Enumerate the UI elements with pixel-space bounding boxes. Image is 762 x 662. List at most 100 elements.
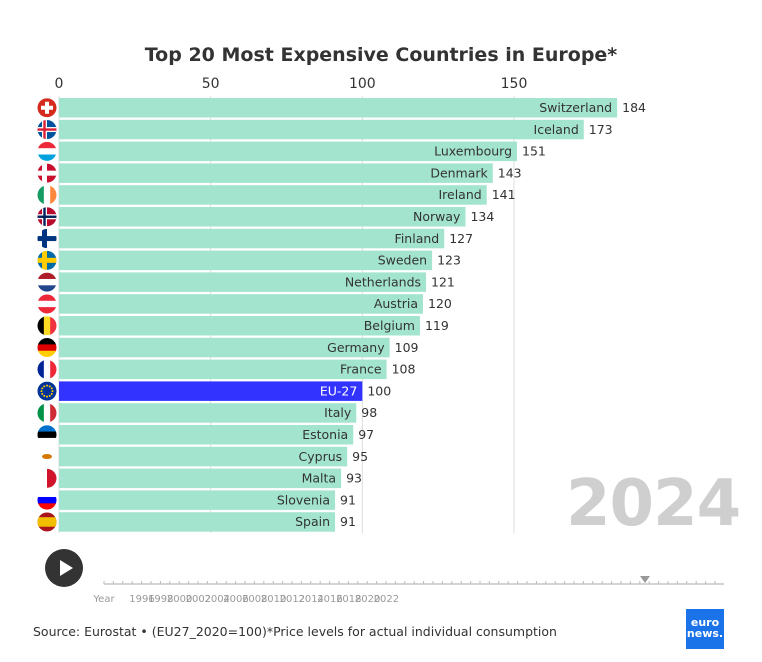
bar-label: Denmark: [430, 165, 488, 180]
year-label: 2024: [566, 467, 741, 541]
bar-label: Switzerland: [539, 100, 612, 115]
flag-icon: [37, 338, 57, 358]
flag-icon: [37, 207, 57, 227]
timeline-tick-label[interactable]: 2012: [280, 594, 305, 605]
bar: [59, 98, 618, 118]
value-label: 91: [340, 514, 356, 529]
timeline-marker[interactable]: [640, 576, 650, 583]
flag-icon: [37, 468, 57, 488]
x-tick-label: 0: [55, 76, 64, 92]
bar-label: Germany: [327, 340, 385, 355]
timeline-tick-label[interactable]: 2020: [355, 594, 380, 605]
bar-label: Austria: [374, 296, 418, 311]
timeline-tick-label[interactable]: 2002: [186, 594, 211, 605]
value-label: 93: [346, 471, 362, 486]
timeline-tick-label[interactable]: 2006: [223, 594, 248, 605]
bar-label: Iceland: [534, 122, 579, 137]
bar: [59, 250, 433, 271]
bar: [59, 119, 584, 140]
x-tick-label: 50: [202, 76, 220, 92]
value-label: 109: [395, 340, 419, 355]
x-tick-label: 150: [501, 76, 528, 92]
bar: [59, 490, 336, 510]
timeline-tick-label[interactable]: 2016: [317, 594, 342, 605]
value-label: 143: [498, 165, 522, 180]
bar: [59, 228, 445, 249]
bar: [59, 272, 427, 292]
bar: [59, 294, 423, 314]
value-label: 91: [340, 492, 356, 507]
flag-icon: [37, 403, 57, 423]
value-label: 127: [449, 231, 473, 246]
timeline-tick-label[interactable]: 2004: [204, 594, 229, 605]
bar: [59, 425, 354, 445]
timeline-tick-label[interactable]: 2014: [298, 594, 323, 605]
bar: [59, 403, 357, 423]
timeline-tick-label[interactable]: 2018: [336, 594, 361, 605]
bar: [59, 207, 466, 227]
bar-label: Norway: [413, 209, 461, 224]
bar: [59, 316, 420, 336]
bar-label: Estonia: [302, 427, 348, 442]
value-label: 134: [470, 209, 494, 224]
bar-label: Slovenia: [277, 492, 330, 507]
bar-label: Spain: [295, 514, 330, 529]
flag-icon: [37, 98, 57, 118]
bar-label: Cyprus: [299, 449, 343, 464]
flag-icon: [37, 425, 57, 445]
flag-icon: [37, 381, 57, 401]
value-label: 108: [392, 362, 416, 377]
euronews-logo: euro news.: [686, 609, 724, 649]
flag-icon: [37, 141, 57, 161]
timeline-label: Year: [92, 594, 115, 605]
flag-icon: [37, 512, 57, 532]
value-label: 98: [361, 405, 377, 420]
value-label: 151: [522, 144, 546, 159]
value-label: 119: [425, 318, 449, 333]
value-label: 100: [367, 383, 391, 398]
value-label: 173: [589, 122, 613, 137]
flag-icon: [37, 359, 57, 379]
x-tick-label: 100: [349, 76, 376, 92]
timeline-tick-label[interactable]: 1996: [129, 594, 154, 605]
bar: [59, 337, 390, 358]
bar-label: Netherlands: [345, 274, 421, 289]
value-label: 95: [352, 449, 368, 464]
bar: [59, 141, 518, 162]
value-label: 97: [358, 427, 374, 442]
timeline-tick-label[interactable]: 2022: [374, 594, 399, 605]
chart-title: Top 20 Most Expensive Countries in Europ…: [144, 44, 618, 66]
bar-label: EU-27: [320, 383, 357, 398]
timeline-tick-label[interactable]: 2008: [242, 594, 267, 605]
bar-label: Malta: [302, 471, 336, 486]
flag-icon: [37, 163, 57, 183]
flag-icon: [37, 294, 57, 314]
timeline-tick-label[interactable]: 2010: [261, 594, 286, 605]
bar: [59, 468, 342, 489]
source-note: Source: Eurostat • (EU27_2020=100)*Price…: [33, 624, 557, 639]
bar-chart: 0 50 100 150 Switzerland 184 Iceland 173 Luxembo…: [37, 76, 724, 605]
bar: [59, 185, 487, 205]
bar: [59, 381, 363, 401]
timeline-tick-label[interactable]: 1998: [148, 594, 173, 605]
bar-label: Sweden: [378, 253, 427, 268]
flag-icon: [37, 316, 57, 336]
bar-label: Finland: [395, 231, 440, 246]
value-label: 121: [431, 274, 455, 289]
bar-label: Italy: [324, 405, 352, 420]
flag-icon: [37, 120, 57, 140]
flag-icon: [37, 490, 57, 510]
bar-label: Ireland: [438, 187, 481, 202]
timeline-tick-label[interactable]: 2000: [167, 594, 192, 605]
bar: [59, 446, 348, 467]
value-label: 141: [492, 187, 516, 202]
value-label: 184: [622, 100, 646, 115]
flag-icon: [37, 447, 57, 467]
bar: [59, 359, 387, 380]
bar: [59, 163, 493, 183]
flag-icon: [37, 229, 57, 249]
flag-icon: [37, 272, 57, 292]
bar-label: Belgium: [364, 318, 415, 333]
bar-label: France: [340, 362, 382, 377]
play-button[interactable]: [45, 549, 83, 587]
